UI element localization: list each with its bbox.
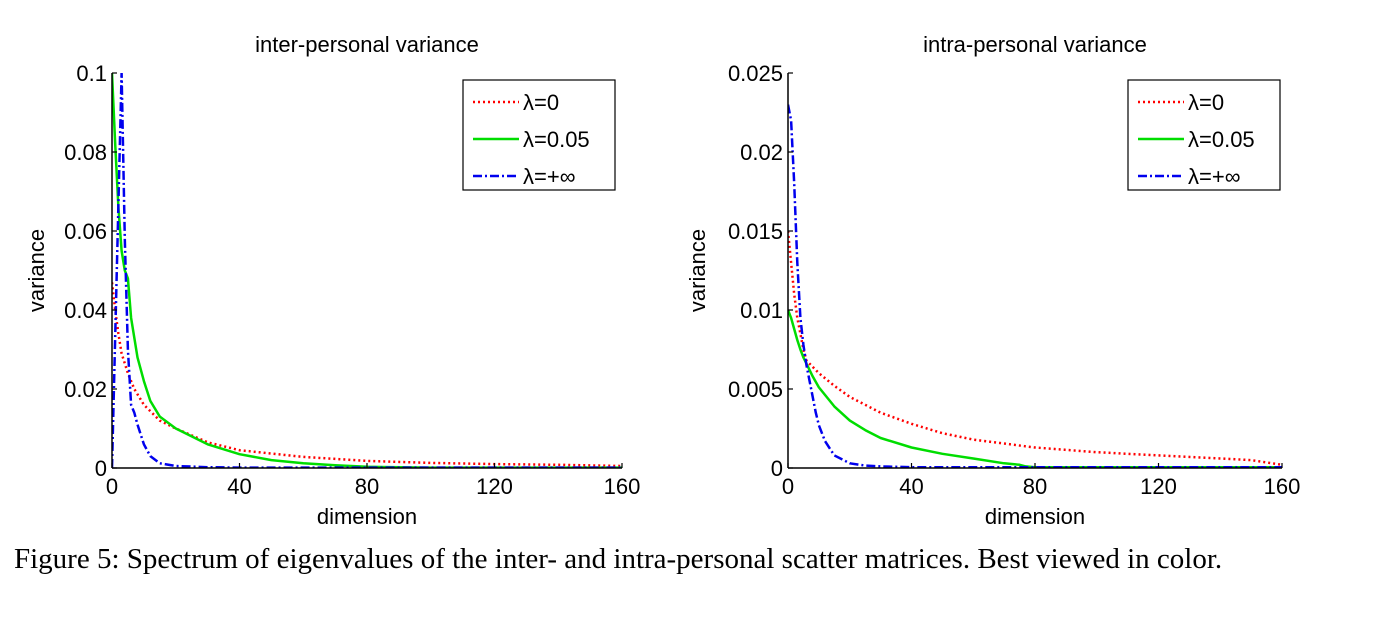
x-tick-label: 40 (227, 474, 251, 499)
y-tick-label: 0.04 (64, 298, 107, 323)
x-tick-label: 80 (1023, 474, 1047, 499)
y-tick-label: 0.02 (64, 377, 107, 402)
x-tick-label: 120 (476, 474, 513, 499)
x-tick-label: 120 (1140, 474, 1177, 499)
chart-title: intra-personal variance (923, 32, 1147, 57)
series-line-2 (112, 73, 622, 468)
series-line-0 (112, 282, 622, 468)
x-axis-label: dimension (985, 504, 1085, 529)
x-tick-label: 160 (1264, 474, 1301, 499)
plot-area (112, 73, 622, 468)
y-tick-label: 0.1 (76, 61, 107, 86)
y-tick-label: 0.08 (64, 140, 107, 165)
series-line-0 (788, 230, 1282, 467)
x-axis-label: dimension (317, 504, 417, 529)
y-tick-label: 0 (95, 456, 107, 481)
legend-label: λ=0.05 (523, 127, 590, 152)
legend: λ=0 λ=0.05 λ=+∞ (1127, 79, 1281, 191)
x-tick-label: 160 (604, 474, 641, 499)
y-tick-label: 0.015 (728, 219, 783, 244)
legend-label: λ=0 (523, 90, 559, 115)
figure-caption: Figure 5: Spectrum of eigenvalues of the… (14, 543, 1223, 575)
y-tick-label: 0.06 (64, 219, 107, 244)
chart-title: inter-personal variance (255, 32, 479, 57)
series-line-2 (788, 104, 1282, 468)
y-tick-label: 0 (771, 456, 783, 481)
legend-label: λ=+∞ (523, 164, 575, 189)
chart-inter-personal: 0 40 80 120 160 0 0.02 0.04 0.06 0.08 0.1 inter-per… (24, 32, 640, 529)
plot-area (788, 104, 1282, 468)
y-axis-label: variance (685, 229, 710, 312)
x-tick-label: 40 (899, 474, 923, 499)
legend: λ=0 λ=0.05 λ=+∞ (462, 79, 616, 191)
legend-box (1127, 79, 1281, 191)
y-tick-label: 0.005 (728, 377, 783, 402)
x-tick-label: 0 (782, 474, 794, 499)
legend-label: λ=+∞ (1188, 164, 1240, 189)
figure-canvas: 0 40 80 120 160 0 0.02 0.04 0.06 0.08 0.1 inter-per… (24, 32, 1300, 529)
chart-intra-personal: 0 40 80 120 160 0 0.005 0.01 0.015 0.02 0.025 intra… (685, 32, 1300, 529)
y-tick-label: 0.01 (740, 298, 783, 323)
y-axis-label: variance (24, 229, 49, 312)
legend-box (462, 79, 616, 191)
legend-label: λ=0 (1188, 90, 1224, 115)
y-tick-label: 0.02 (740, 140, 783, 165)
series-line-1 (788, 309, 1282, 468)
x-tick-label: 80 (355, 474, 379, 499)
y-tick-label: 0.025 (728, 61, 783, 86)
legend-label: λ=0.05 (1188, 127, 1255, 152)
x-tick-label: 0 (106, 474, 118, 499)
